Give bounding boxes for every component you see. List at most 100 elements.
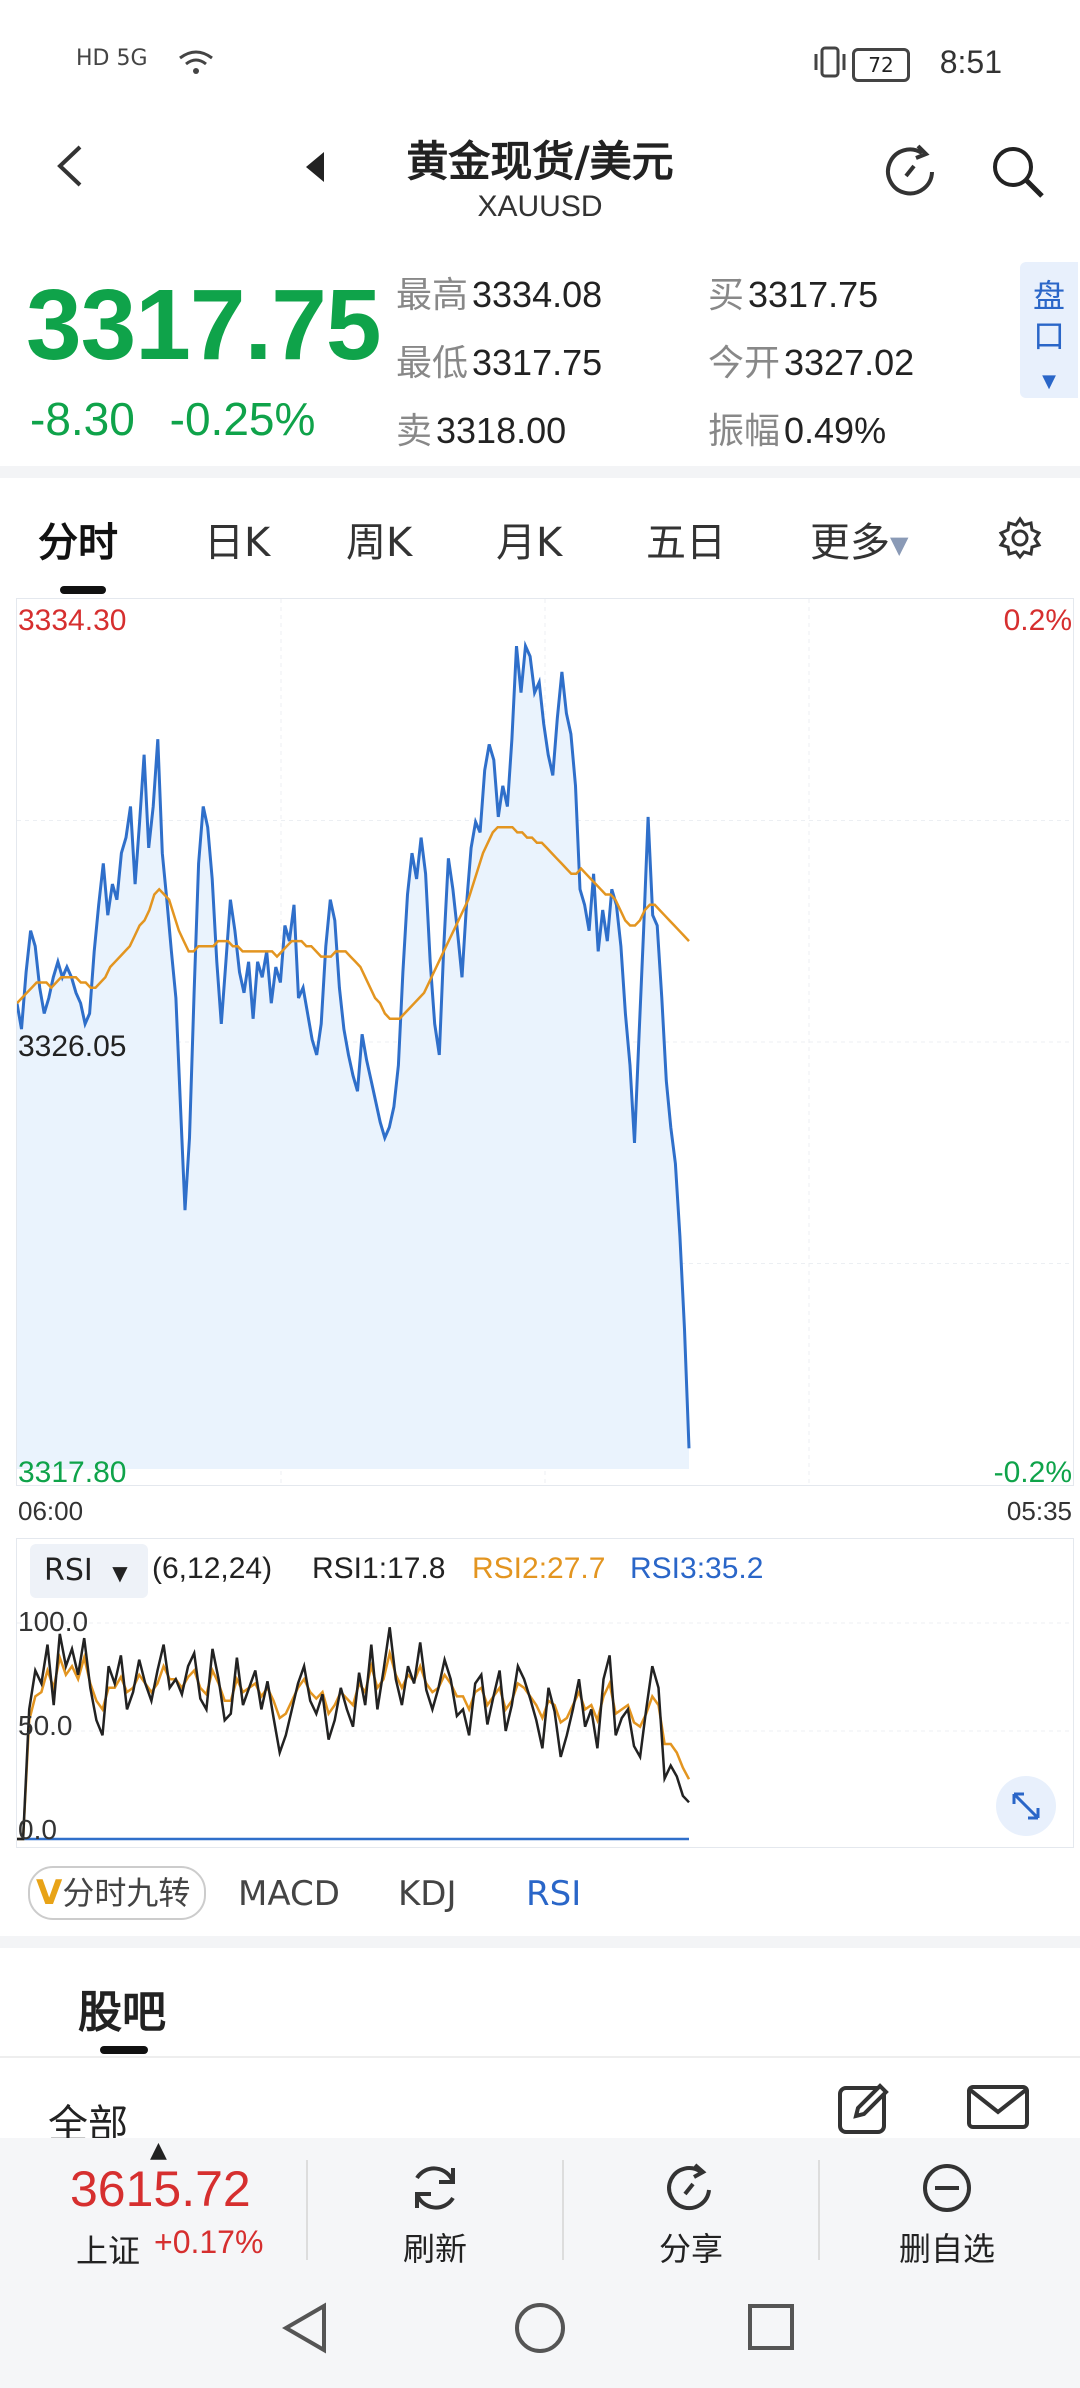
rsi-chart[interactable]: [16, 1538, 1074, 1848]
y-label-top-pct: 0.2%: [1003, 604, 1072, 637]
forum-tab[interactable]: 股吧: [78, 1987, 166, 2038]
nav-back-icon: [282, 2302, 326, 2354]
stat-amplitude: 振幅 0.49%: [708, 410, 887, 452]
toolbar-separator: [818, 2160, 820, 2260]
rsi1-line: [17, 1627, 690, 1841]
indicator-kdj[interactable]: KDJ: [398, 1874, 457, 1914]
price-area: [17, 646, 689, 1469]
gear-icon: [998, 516, 1042, 560]
nine-turn-label: 分时九转: [62, 1874, 191, 1912]
share-button[interactable]: 分享: [606, 2160, 776, 2270]
share-label: 分享: [658, 2230, 723, 2268]
tab-intraday[interactable]: 分时: [38, 520, 118, 566]
caret-down-icon: ▼: [1042, 371, 1056, 392]
stat-open: 今开 3327.02: [708, 342, 915, 384]
minus-circle-icon: [923, 2164, 971, 2212]
divider: [0, 2056, 1080, 2058]
back-button[interactable]: [52, 140, 88, 205]
change-percent: -0.25%: [169, 393, 316, 445]
index-change: +0.17%: [154, 2224, 264, 2260]
v-badge-icon: V: [36, 1873, 63, 1913]
triangle-left-icon: [306, 152, 324, 182]
caret-down-icon: ▼: [112, 1561, 128, 1585]
rsi1-value: RSI1:17.8: [312, 1552, 446, 1585]
section-divider: [0, 466, 1080, 478]
stat-bid: 买 3317.75: [708, 274, 879, 316]
rsi3-value: RSI3:35.2: [630, 1552, 764, 1585]
expand-icon: [1012, 1792, 1040, 1820]
intraday-chart[interactable]: [15, 598, 1074, 1486]
refresh-button[interactable]: 刷新: [350, 2160, 520, 2270]
compose-post-button[interactable]: [836, 2080, 892, 2140]
page-title: 黄金现货/美元: [406, 137, 674, 186]
stat-high: 最高 3334.08: [396, 274, 603, 316]
caret-down-icon: ▼: [890, 531, 909, 559]
index-name: 上证: [76, 2232, 141, 2270]
y-label-bottom-pct: -0.2%: [993, 1456, 1072, 1489]
expand-chart-button[interactable]: [996, 1776, 1056, 1836]
nav-back-button[interactable]: [280, 2300, 330, 2360]
chevron-left-icon: [57, 145, 82, 187]
battery-indicator: 72: [852, 48, 910, 82]
nav-recents-icon: [748, 2304, 794, 2350]
tab-weekly-k[interactable]: 周K: [346, 520, 413, 566]
rsi-y-label-50: 50.0: [18, 1710, 73, 1741]
search-icon: [993, 147, 1044, 198]
section-divider: [0, 1936, 1080, 1948]
bottom-toolbar: [0, 2138, 1080, 2388]
x-label-start: 06:00: [18, 1496, 84, 1526]
refresh-header-button[interactable]: [882, 142, 942, 206]
refresh-label: 刷新: [402, 2230, 467, 2268]
nav-recents-button[interactable]: [744, 2300, 800, 2360]
order-book-button[interactable]: 盘口 ▼: [1020, 262, 1078, 398]
remove-watchlist-button[interactable]: 删自选: [862, 2160, 1032, 2270]
price-line: [15, 640, 691, 1449]
indicator-selector[interactable]: RSI ▼: [30, 1544, 148, 1598]
tab-five-day[interactable]: 五日: [646, 520, 726, 566]
previous-instrument-button[interactable]: [304, 150, 328, 193]
intraday-chart-canvas: [15, 599, 1073, 1485]
vibrate-icon: [814, 46, 846, 78]
order-book-label: 盘口: [1032, 277, 1065, 355]
current-price: 3317.75: [26, 269, 381, 381]
nav-home-icon: [515, 2303, 565, 2353]
indicator-macd[interactable]: MACD: [238, 1874, 340, 1914]
nav-home-button[interactable]: [512, 2300, 568, 2360]
share-icon: [667, 2163, 711, 2211]
rsi-params: (6,12,24): [152, 1552, 273, 1585]
indicator-selector-label: RSI: [44, 1553, 93, 1588]
tab-more-label: 更多: [810, 520, 890, 566]
toolbar-separator: [306, 2160, 308, 2260]
search-button[interactable]: [990, 144, 1046, 204]
index-value[interactable]: 3615.72: [70, 2161, 251, 2217]
refresh-icon: [415, 2166, 455, 2210]
indicator-rsi[interactable]: RSI: [526, 1874, 582, 1914]
edit-icon: [838, 2083, 889, 2134]
active-tab-indicator: [60, 586, 106, 594]
refresh-icon: [886, 144, 934, 196]
tab-more[interactable]: 更多▼: [810, 510, 908, 568]
wifi-icon: [179, 50, 213, 74]
y-label-bottom: 3317.80: [18, 1456, 127, 1489]
chart-settings-button[interactable]: [998, 516, 1042, 564]
remove-watchlist-label: 删自选: [898, 2230, 995, 2268]
rsi2-line: [17, 1648, 691, 1841]
page-subtitle: XAUUSD: [477, 190, 603, 223]
change-amount: -8.30: [30, 393, 135, 445]
average-price-line: [16, 825, 690, 1020]
network-indicator: HD 5G: [76, 46, 148, 71]
y-label-top: 3334.30: [18, 604, 127, 637]
mail-icon: [967, 2085, 1029, 2129]
tab-monthly-k[interactable]: 月K: [496, 520, 563, 566]
messages-button[interactable]: [966, 2084, 1030, 2134]
rsi2-value: RSI2:27.7: [472, 1552, 606, 1585]
forum-tab-indicator: [100, 2046, 148, 2054]
x-label-end: 05:35: [1006, 1496, 1072, 1526]
caret-up-icon: ▲: [150, 2138, 167, 2163]
intraday-nine-turn-button[interactable]: V分时九转: [28, 1866, 207, 1920]
toolbar-separator: [562, 2160, 564, 2260]
y-label-mid: 3326.05: [18, 1030, 127, 1063]
tab-daily-k[interactable]: 日K: [204, 520, 271, 566]
stat-low: 最低 3317.75: [396, 342, 603, 384]
rsi-chart-canvas: [17, 1622, 1073, 1841]
